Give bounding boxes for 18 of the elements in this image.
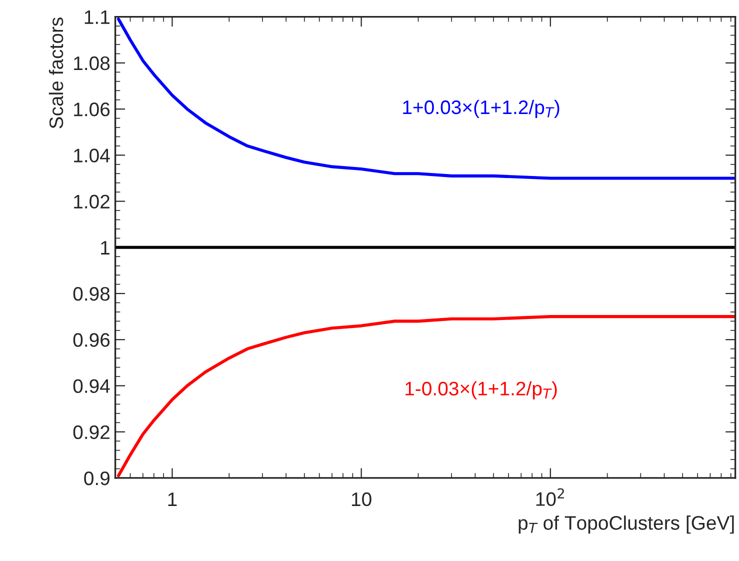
- y-tick-label: 0.98: [73, 286, 110, 301]
- y-tick-label: 0.94: [73, 379, 110, 393]
- text: 1-0.03×(1+1.2/p$_{T}$): [406, 381, 557, 400]
- y-tick-label: 1.1: [84, 10, 110, 24]
- y-tick-label: 1.04: [74, 148, 110, 162]
- y-tick-label: 1.02: [74, 194, 110, 209]
- y-tick-label: 0.96: [73, 333, 110, 347]
- y-axis-title: Scale factors: [48, 18, 64, 128]
- y-tick-label: 1.06: [74, 102, 110, 116]
- y-tick-label: 1: [101, 241, 110, 254]
- x-tick-label: 10$^{2}$: [536, 488, 564, 506]
- y-tick-label: 0.92: [73, 425, 110, 440]
- x-tick-label: 10: [352, 492, 372, 506]
- text: 1+0.03×(1+1.2/p$_{T}$): [403, 100, 560, 118]
- y-tick-label: 0.9: [84, 471, 110, 486]
- x-axis-title: p$_{T}$ of TopoClusters [GeV]: [518, 516, 734, 534]
- x-tick-label: 1: [168, 492, 177, 506]
- y-tick-label: 1.08: [74, 56, 110, 70]
